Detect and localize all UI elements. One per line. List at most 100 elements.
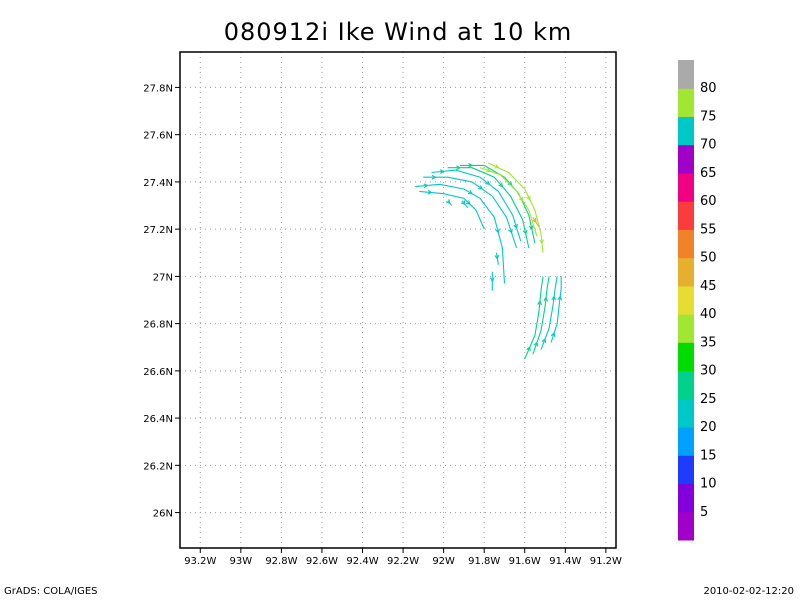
colorbar-swatch [678, 370, 694, 400]
colorbar-label: 50 [700, 251, 717, 266]
streamline-arrow [543, 296, 549, 302]
plot-frame [179, 51, 617, 549]
lon-tick-label: 91.8W [468, 556, 500, 567]
lat-tick-label: 26.2N [143, 461, 173, 472]
streamline-arrow [494, 164, 500, 169]
lon-tick-label: 92.2W [387, 556, 419, 567]
streamline-arrow [461, 200, 466, 206]
streamline-arrow [532, 218, 537, 224]
lat-tick-label: 27.2N [143, 225, 173, 236]
colorbar-swatch [678, 116, 694, 146]
streamline [524, 276, 544, 360]
lon-tick-label: 93.2W [184, 556, 216, 567]
streamline-arrow [526, 346, 531, 352]
lat-tick-label: 27.4N [143, 178, 173, 189]
streamline [550, 276, 562, 343]
colorbar-label: 40 [700, 307, 717, 322]
lat-tick-label: 26N [153, 509, 173, 520]
colorbar-label: 20 [700, 420, 717, 435]
streamline-arrow [478, 185, 484, 190]
colorbar-swatch [678, 60, 694, 89]
lon-axis: 93.2W 93W 92.8W 92.6W 92.4W 92.2W 92W 91.8W 91.6… [184, 548, 622, 567]
lon-tick-label: 92W [432, 556, 455, 567]
streamline-arrow [541, 337, 547, 343]
colorbar-swatch [678, 144, 694, 174]
lat-tick-label: 27.8N [143, 83, 173, 94]
lon-tick-label: 92.4W [346, 556, 378, 567]
colorbar-swatch [678, 201, 694, 230]
streamline-arrow [423, 183, 429, 189]
colorbar-swatch [678, 257, 694, 287]
streamline-arrow [526, 195, 531, 201]
colorbar-label: 60 [700, 194, 717, 209]
lon-tick-label: 92.6W [306, 556, 338, 567]
streamline-arrow [465, 200, 471, 206]
streamline-arrow [494, 254, 500, 260]
lon-tick-label: 91.2W [590, 556, 622, 567]
colorbar-label: 30 [700, 364, 717, 379]
colorbar-swatch [678, 427, 694, 456]
colorbar-swatch [678, 172, 694, 202]
streamline [423, 176, 518, 249]
streamline-arrow [513, 223, 518, 230]
colorbar-swatch [678, 483, 694, 513]
colorbar-label: 65 [700, 166, 717, 181]
lat-axis: 26N 26.2N 26.4N 26.6N 26.8N 27N 27.2N 27.4N 27.6… [143, 83, 180, 520]
colorbar-label: 25 [700, 392, 717, 407]
streamline-arrow [427, 189, 433, 195]
colorbar-label: 70 [700, 138, 717, 153]
streamline-arrow [456, 165, 462, 171]
streamline-arrow [551, 295, 557, 301]
streamline-arrow [557, 295, 563, 301]
streamline-arrow [468, 163, 474, 168]
colorbar-label: 5 [700, 505, 708, 520]
streamline-arrow [533, 341, 539, 347]
lat-tick-label: 26.4N [143, 414, 173, 425]
streamline [479, 167, 538, 237]
render-timestamp: 2010-02-02-12:20 [703, 586, 794, 597]
lon-tick-label: 91.4W [549, 556, 581, 567]
streamline [419, 190, 485, 230]
streamline-arrow [550, 332, 556, 338]
streamline-arrow [522, 229, 528, 236]
streamline-arrow [486, 167, 492, 173]
colorbar-swatch [678, 455, 694, 485]
streamlines [415, 162, 563, 360]
streamline-arrow [445, 199, 451, 205]
colorbar-swatch [678, 229, 694, 259]
colorbar-label: 10 [700, 477, 717, 492]
colorbar-swatch [678, 511, 694, 541]
lon-tick-label: 91.6W [509, 556, 541, 567]
streamline-arrow [489, 277, 495, 283]
lat-tick-label: 27.6N [143, 131, 173, 142]
streamline-arrow [498, 182, 504, 188]
streamline [415, 183, 506, 284]
streamline [487, 162, 544, 253]
streamline [540, 276, 558, 350]
streamline-arrow [518, 196, 524, 202]
colorbar-swatch [678, 285, 694, 315]
streamline-arrow [495, 228, 500, 234]
lon-tick-label: 92.8W [265, 556, 297, 567]
grads-credit: GrADS: COLA/IGES [4, 586, 98, 597]
streamline-arrow [467, 190, 473, 195]
streamline-arrow [528, 225, 534, 231]
colorbar-swatch [678, 88, 694, 117]
streamline-arrow [537, 300, 543, 306]
colorbar-label: 15 [700, 448, 717, 463]
lat-tick-label: 26.8N [143, 320, 173, 331]
colorbar-label: 80 [700, 81, 717, 96]
colorbar: 5 10 15 20 25 30 35 40 45 50 55 60 65 70 75 80 [678, 60, 717, 541]
streamline-arrow [439, 169, 445, 174]
chart-title: 080912i Ike Wind at 10 km [223, 18, 573, 46]
lon-tick-label: 93W [230, 556, 253, 567]
colorbar-swatch [678, 398, 694, 428]
streamline-arrow [431, 174, 437, 180]
colorbar-label: 55 [700, 222, 717, 237]
streamline-arrow [508, 228, 513, 234]
streamline [532, 276, 550, 355]
lat-tick-label: 27N [153, 272, 173, 283]
streamline-arrow [539, 239, 545, 245]
colorbar-swatch [678, 342, 694, 372]
